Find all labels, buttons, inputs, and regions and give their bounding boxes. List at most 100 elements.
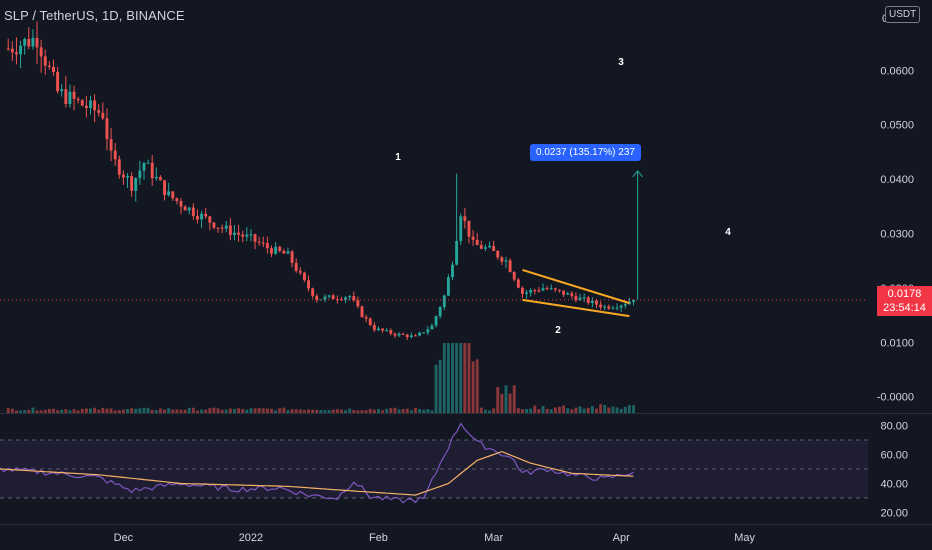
volume-bar — [302, 410, 306, 413]
volume-bar — [385, 408, 389, 413]
candle-body — [167, 191, 171, 196]
volume-bar — [335, 409, 339, 413]
volume-bar — [167, 408, 171, 413]
volume-bar — [607, 407, 611, 413]
volume-bar — [101, 407, 105, 413]
candle-body — [541, 288, 545, 291]
volume-bar — [191, 407, 195, 413]
volume-bar — [508, 393, 512, 413]
volume-bar — [187, 407, 191, 413]
volume-bar — [401, 409, 405, 413]
volume-bar — [397, 409, 401, 413]
candle-body — [84, 105, 88, 109]
candle-body — [126, 175, 129, 178]
candle-body — [352, 296, 356, 301]
candle-body — [183, 206, 187, 211]
volume-bar — [615, 407, 619, 413]
measure-tool-label[interactable]: 0.0237 (135.17%) 237 — [530, 144, 641, 161]
volume-bar — [574, 407, 578, 413]
candle-body — [72, 91, 76, 99]
candle-body — [405, 334, 409, 338]
volume-bar — [586, 407, 590, 413]
candle-body — [570, 293, 574, 297]
candle-body — [35, 37, 39, 48]
candle-body — [158, 176, 162, 181]
candle-body — [224, 225, 228, 229]
volume-bar — [422, 409, 426, 413]
volume-bar — [163, 409, 166, 413]
candle-body — [101, 112, 105, 119]
candle-body — [315, 295, 319, 301]
wedge-lower-line — [522, 298, 630, 318]
candle-body — [521, 287, 524, 294]
rsi-axis-tick: 80.00 — [880, 421, 908, 433]
volume-bar — [171, 409, 175, 413]
time-axis-label: Apr — [613, 532, 630, 544]
volume-bar — [553, 407, 557, 413]
candle-body — [348, 296, 352, 298]
volume-bar — [590, 406, 594, 413]
volume-bar — [533, 405, 537, 413]
candle-body — [533, 290, 537, 292]
volume-bar — [56, 410, 60, 413]
volume-bar — [582, 408, 586, 413]
price-axis-tick: 0.0500 — [880, 120, 914, 132]
volume-bar — [19, 410, 23, 413]
candle-body — [615, 307, 619, 309]
candle-body — [381, 328, 385, 331]
volume-bar — [39, 410, 43, 413]
volume-bar — [319, 410, 323, 413]
time-axis-label: Dec — [114, 532, 134, 544]
volume-bar — [290, 409, 294, 413]
candle-body — [311, 288, 315, 296]
volume-bar — [372, 409, 376, 413]
candle-body — [549, 288, 553, 290]
candle-body — [39, 47, 43, 57]
volume-bar — [562, 405, 566, 413]
volume-bar — [426, 409, 430, 413]
rsi-axis-tick: 60.00 — [880, 450, 908, 462]
volume-bar — [257, 408, 261, 413]
volume-bar — [47, 408, 51, 413]
volume-bar — [64, 409, 68, 413]
candle-body — [15, 52, 18, 55]
candle-body — [483, 247, 487, 249]
volume-bar — [278, 408, 282, 413]
candle-body — [438, 307, 442, 317]
candle-body — [327, 295, 331, 297]
volume-bar — [175, 409, 179, 413]
volume-bar — [93, 407, 97, 413]
volume-bar — [142, 407, 146, 413]
candle-body — [409, 335, 413, 338]
volume-bar — [307, 409, 310, 413]
volume-bar — [623, 406, 627, 413]
candle-body — [500, 257, 504, 262]
volume-bar — [541, 405, 545, 413]
volume-bar — [220, 409, 224, 413]
candle-body — [463, 216, 467, 221]
volume-bar — [611, 406, 615, 413]
volume-bar — [525, 408, 528, 413]
volume-bar — [89, 408, 92, 413]
volume-bar — [249, 408, 253, 413]
candle-body — [47, 65, 51, 67]
volume-bar — [566, 408, 570, 413]
candle-body — [56, 71, 60, 92]
candle-body — [537, 290, 541, 292]
candle-body — [64, 89, 68, 104]
volume-bar — [364, 410, 368, 413]
candle-body — [23, 38, 27, 46]
volume-bar — [549, 409, 553, 413]
candle-body — [27, 38, 31, 47]
candle-body — [323, 296, 327, 300]
currency-badge[interactable]: USDT — [885, 6, 921, 23]
candle-body — [113, 150, 117, 160]
volume-bar — [360, 410, 364, 413]
volume-bar — [23, 410, 27, 413]
volume-bar — [377, 409, 380, 413]
candle-body — [360, 306, 364, 318]
candle-body — [237, 232, 241, 235]
symbol-title[interactable]: SLP / TetherUS, 1D, BINANCE — [4, 8, 185, 23]
